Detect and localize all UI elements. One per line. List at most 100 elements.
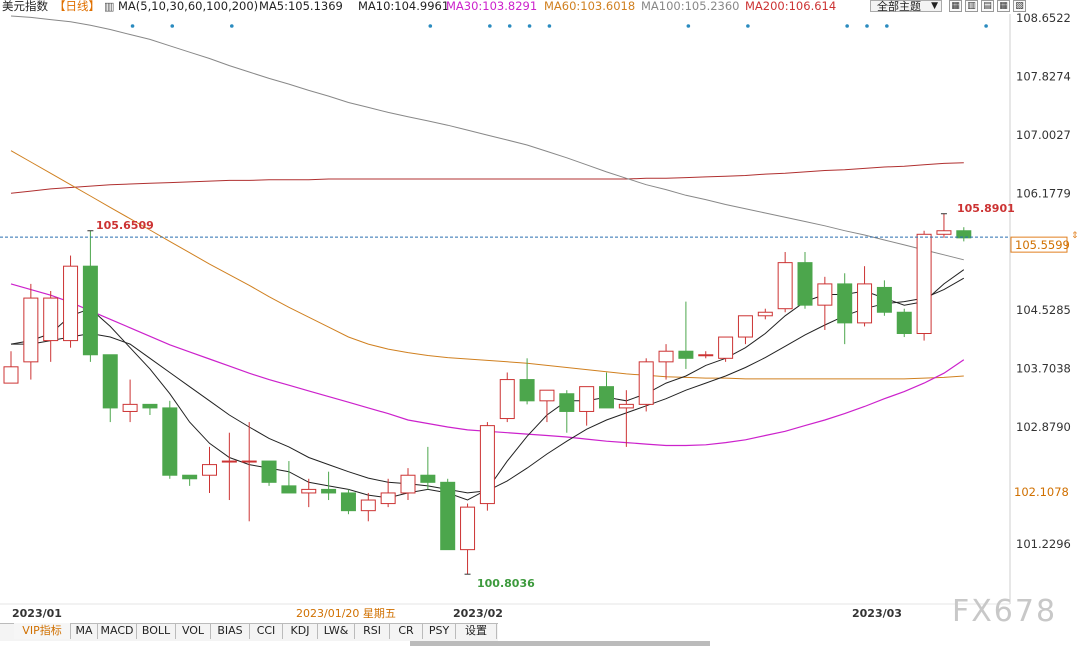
candle[interactable]	[638, 358, 654, 412]
candle[interactable]	[321, 471, 337, 501]
layout-columns-icon[interactable]: ▥	[965, 0, 978, 12]
candle[interactable]	[678, 301, 694, 369]
candle[interactable]	[658, 344, 674, 380]
candle[interactable]	[757, 308, 773, 320]
layout-rows-icon[interactable]: ▤	[981, 0, 994, 12]
tab-settings[interactable]: 设置	[456, 623, 497, 639]
event-marker[interactable]	[686, 24, 691, 28]
candle[interactable]	[122, 379, 138, 423]
candle[interactable]	[539, 389, 555, 423]
event-marker[interactable]	[746, 24, 750, 28]
candle[interactable]	[876, 280, 892, 316]
candle[interactable]	[420, 446, 436, 490]
y-tick-label: 106.1779	[1016, 186, 1071, 200]
candle[interactable]	[797, 252, 813, 309]
event-marker[interactable]	[428, 24, 433, 28]
candle[interactable]	[241, 422, 257, 522]
tab-lw[interactable]: LW&	[318, 623, 355, 639]
layout-quad-icon[interactable]: ▦	[997, 0, 1010, 12]
candle[interactable]	[519, 358, 535, 405]
tab-macd[interactable]: MACD	[98, 623, 137, 639]
candle[interactable]	[3, 351, 19, 384]
event-marker[interactable]	[170, 24, 175, 28]
layout-split-icon[interactable]: ▧	[1013, 0, 1026, 12]
candle[interactable]	[102, 354, 118, 423]
tab-vol[interactable]: VOL	[176, 623, 211, 639]
candle[interactable]	[460, 503, 476, 575]
tab-boll[interactable]: BOLL	[137, 623, 176, 639]
ma-params[interactable]: MA(5,10,30,60,100,200)	[118, 0, 259, 13]
candle[interactable]	[916, 230, 932, 341]
chart-scrollbar[interactable]	[410, 641, 710, 646]
candle[interactable]	[301, 478, 317, 508]
candle-body	[539, 389, 555, 402]
tab-ma[interactable]: MA	[71, 623, 98, 639]
tab-psy[interactable]: PSY	[423, 623, 456, 639]
candle[interactable]	[956, 227, 972, 242]
candle[interactable]	[400, 468, 416, 501]
tab-bias[interactable]: BIAS	[211, 623, 250, 639]
candle-body	[162, 407, 178, 476]
candle[interactable]	[599, 372, 614, 409]
candle[interactable]	[360, 492, 376, 522]
candle[interactable]	[380, 478, 396, 508]
candle[interactable]	[777, 252, 793, 313]
candle[interactable]	[162, 400, 178, 479]
candle[interactable]	[559, 390, 575, 433]
candle-body	[460, 506, 476, 551]
candle[interactable]	[936, 213, 952, 238]
candle[interactable]	[43, 290, 59, 362]
theme-dropdown[interactable]: 全部主题 ▼	[870, 0, 942, 13]
chart-icon[interactable]: ▥	[104, 0, 115, 13]
candle[interactable]	[261, 460, 277, 486]
candle[interactable]	[479, 422, 495, 511]
event-marker[interactable]	[527, 24, 532, 28]
event-marker[interactable]	[984, 24, 988, 28]
candle-body	[658, 350, 674, 363]
event-marker[interactable]	[845, 24, 849, 28]
layout-grid-icon[interactable]: ▦	[949, 0, 962, 12]
tab-vip[interactable]: VIP指标	[14, 623, 71, 639]
candle[interactable]	[837, 273, 853, 345]
tab-cr[interactable]: CR	[390, 623, 423, 639]
candle[interactable]	[718, 336, 734, 362]
candle[interactable]	[142, 403, 158, 415]
candle[interactable]	[896, 308, 912, 338]
event-marker[interactable]	[488, 24, 492, 28]
current-price-arrow: ⇕	[1071, 231, 1079, 241]
event-marker[interactable]	[130, 24, 135, 28]
candle[interactable]	[221, 432, 237, 501]
event-marker[interactable]	[865, 24, 869, 28]
candle[interactable]	[63, 255, 79, 348]
candle[interactable]	[202, 446, 217, 493]
candle[interactable]	[698, 351, 714, 359]
event-marker[interactable]	[507, 24, 512, 28]
event-marker[interactable]	[230, 24, 234, 28]
y-tick-label: 101.2296	[1016, 537, 1071, 551]
tab-cci[interactable]: CCI	[250, 623, 283, 639]
tab-left-edge	[0, 623, 15, 639]
candle-body	[241, 460, 257, 463]
candle[interactable]	[440, 478, 456, 551]
candle[interactable]	[82, 230, 98, 362]
event-marker[interactable]	[547, 24, 552, 28]
candle[interactable]	[579, 386, 595, 426]
candle[interactable]	[281, 461, 297, 494]
candles[interactable]	[3, 213, 972, 575]
candle[interactable]	[737, 315, 753, 345]
candle[interactable]	[817, 276, 833, 330]
candle[interactable]	[857, 266, 873, 327]
candle[interactable]	[340, 489, 356, 515]
candle-body	[916, 233, 932, 335]
period-selector[interactable]: 【日线】	[54, 0, 100, 13]
annotation-high-mar: 105.8901	[957, 202, 1015, 215]
tab-kdj[interactable]: KDJ	[283, 623, 318, 639]
candle[interactable]	[618, 390, 634, 447]
candle[interactable]	[23, 283, 39, 380]
candle[interactable]	[499, 372, 515, 423]
candle[interactable]	[182, 474, 198, 486]
tab-rsi[interactable]: RSI	[355, 623, 390, 639]
event-marker[interactable]	[885, 24, 889, 28]
event-markers[interactable]	[87, 24, 988, 575]
